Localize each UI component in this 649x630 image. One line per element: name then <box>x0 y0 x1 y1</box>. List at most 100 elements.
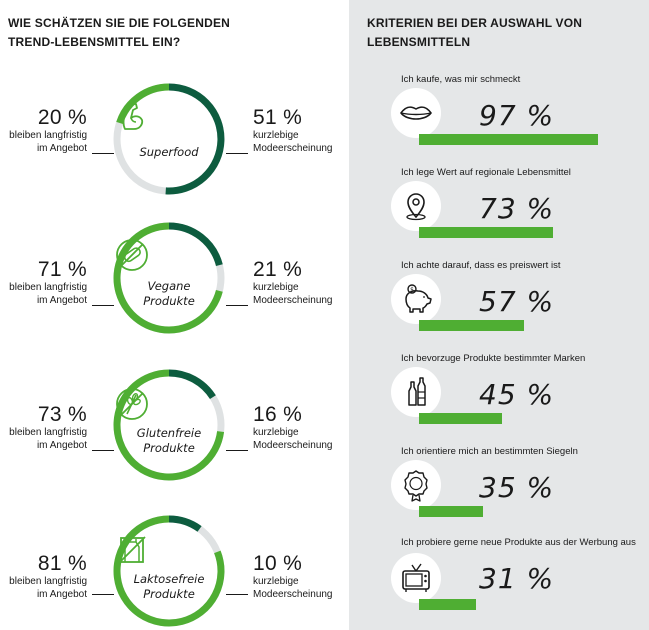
criterion-icon-circle <box>391 460 441 510</box>
fad-connector-line <box>226 305 248 306</box>
donut-fad-segment <box>168 369 216 400</box>
trend-row-glutenfree: Glutenfreie Produkte 73 % bleiben langfr… <box>0 368 345 488</box>
fad-stat: 21 % kurzlebige Modeerscheinung <box>253 258 333 307</box>
criteria-panel: KRITERIEN BEI DER AUSWAHL VON LEBENSMITT… <box>349 0 649 630</box>
trend-name-line2: Produkte <box>143 587 195 601</box>
left-title-line2: TREND-LEBENSMITTEL EIN? <box>8 35 181 49</box>
fad-percent: 16 % <box>253 403 303 426</box>
right-title-line2: LEBENSMITTELN <box>367 35 471 49</box>
seal-icon <box>404 470 428 502</box>
criterion-label: Ich probiere gerne neue Produkte aus der… <box>401 537 636 548</box>
trend-row-vegan: Vegane Produkte 71 % bleiben langfristig… <box>0 221 345 341</box>
lips-icon <box>400 106 432 120</box>
fad-connector-line <box>226 594 248 595</box>
criterion-bar <box>419 320 524 331</box>
trend-name-line1: Laktosefreie <box>133 572 205 586</box>
lasting-label-line2: im Angebot <box>36 142 87 154</box>
lasting-label-line1: bleiben langfristig <box>9 282 87 293</box>
criterion-percent: 73 % <box>479 192 555 225</box>
fad-label-line2: Modeerscheinung <box>253 439 333 451</box>
lasting-label-line2: im Angebot <box>36 294 87 306</box>
svg-text:$: $ <box>410 287 414 294</box>
trend-name-line2: Produkte <box>143 441 195 455</box>
criterion-bar <box>419 227 554 238</box>
criterion-icon-circle: $ <box>391 274 441 324</box>
bottles-icon <box>408 377 426 406</box>
lasting-label-line1: bleiben langfristig <box>9 427 87 438</box>
criterion-percent: 57 % <box>479 285 555 318</box>
trend-name-line2: Produkte <box>143 294 195 308</box>
right-title-line1: KRITERIEN BEI DER AUSWAHL VON <box>367 16 583 30</box>
trend-ring: Laktosefreie Produkte <box>112 514 226 628</box>
donut-fad-segment <box>168 515 202 532</box>
fad-label-line1: kurzlebige <box>253 130 299 141</box>
no-milk-carton-icon <box>118 536 146 564</box>
fad-label-line2: Modeerscheinung <box>253 588 333 600</box>
donut-lasting-segment <box>113 369 225 481</box>
lasting-stat: 73 % bleiben langfristig im Angebot <box>9 403 87 452</box>
lasting-label-line1: bleiben langfristig <box>9 576 87 587</box>
lasting-connector-line <box>92 153 114 154</box>
donut-lasting-segment <box>113 515 225 627</box>
lasting-percent: 71 % <box>37 258 87 281</box>
left-panel-title: WIE SCHÄTZEN SIE DIE FOLGENDEN TREND-LEB… <box>8 14 328 52</box>
criterion-icon-circle <box>391 88 441 138</box>
criterion-percent: 35 % <box>479 471 555 504</box>
fad-label-line2: Modeerscheinung <box>253 294 333 306</box>
trend-ring: Vegane Produkte <box>112 221 226 335</box>
flexed-arm-icon <box>122 103 144 130</box>
trend-row-lactosefree: Laktosefreie Produkte 81 % bleiben langf… <box>0 514 345 630</box>
fad-label-line1: kurzlebige <box>253 427 299 438</box>
no-wheat-icon <box>116 388 148 420</box>
criterion-bar <box>419 134 598 145</box>
trend-ring: Glutenfreie Produkte <box>112 368 226 482</box>
no-sausage-icon <box>116 239 148 271</box>
donut-fad-segment <box>165 83 225 195</box>
fad-stat: 51 % kurzlebige Modeerscheinung <box>253 106 333 155</box>
trend-row-superfood: Superfood 20 % bleiben langfristig im An… <box>0 82 345 202</box>
piggy-bank-icon: $ <box>405 284 432 313</box>
criterion-label: Ich achte darauf, dass es preiswert ist <box>401 260 561 271</box>
fad-connector-line <box>226 450 248 451</box>
lasting-label-line1: bleiben langfristig <box>9 130 87 141</box>
criterion-icon-circle <box>391 553 441 603</box>
lasting-label-line2: im Angebot <box>36 439 87 451</box>
lasting-stat: 71 % bleiben langfristig im Angebot <box>9 258 87 307</box>
criterion-percent: 45 % <box>479 378 555 411</box>
lasting-stat: 81 % bleiben langfristig im Angebot <box>9 552 87 601</box>
trend-donut-chart <box>113 515 225 627</box>
lasting-percent: 81 % <box>37 552 87 575</box>
lasting-percent: 73 % <box>37 403 87 426</box>
lasting-label-line2: im Angebot <box>36 588 87 600</box>
criteria-panel-title: KRITERIEN BEI DER AUSWAHL VON LEBENSMITT… <box>367 14 627 52</box>
fad-label-line2: Modeerscheinung <box>253 142 333 154</box>
criterion-bar <box>419 506 484 517</box>
trend-name: Superfood <box>139 145 199 159</box>
trend-donut-chart <box>113 83 225 195</box>
trend-ring: Superfood <box>112 82 226 196</box>
tv-icon <box>402 563 430 592</box>
criterion-label: Ich kaufe, was mir schmeckt <box>401 74 521 85</box>
fad-percent: 10 % <box>253 552 303 575</box>
criterion-bar <box>419 413 502 424</box>
lasting-percent: 20 % <box>37 106 87 129</box>
fad-stat: 16 % kurzlebige Modeerscheinung <box>253 403 333 452</box>
fad-percent: 51 % <box>253 106 303 129</box>
criterion-percent: 31 % <box>479 562 555 595</box>
criterion-icon-circle <box>391 181 441 231</box>
lasting-stat: 20 % bleiben langfristig im Angebot <box>9 106 87 155</box>
trend-donut-chart <box>113 222 225 334</box>
fad-percent: 21 % <box>253 258 303 281</box>
left-title-line1: WIE SCHÄTZEN SIE DIE FOLGENDEN <box>8 16 231 30</box>
fad-label-line1: kurzlebige <box>253 282 299 293</box>
criterion-bar <box>419 599 476 610</box>
donut-lasting-segment <box>116 83 170 125</box>
trend-name-line1: Glutenfreie <box>136 426 202 440</box>
donut-fad-segment <box>168 222 223 267</box>
criterion-percent: 97 % <box>479 99 555 132</box>
fad-stat: 10 % kurzlebige Modeerscheinung <box>253 552 333 601</box>
trend-donut-chart <box>113 369 225 481</box>
trend-name-line1: Vegane <box>147 279 191 293</box>
criterion-label: Ich lege Wert auf regionale Lebensmittel <box>401 167 571 178</box>
fad-connector-line <box>226 153 248 154</box>
